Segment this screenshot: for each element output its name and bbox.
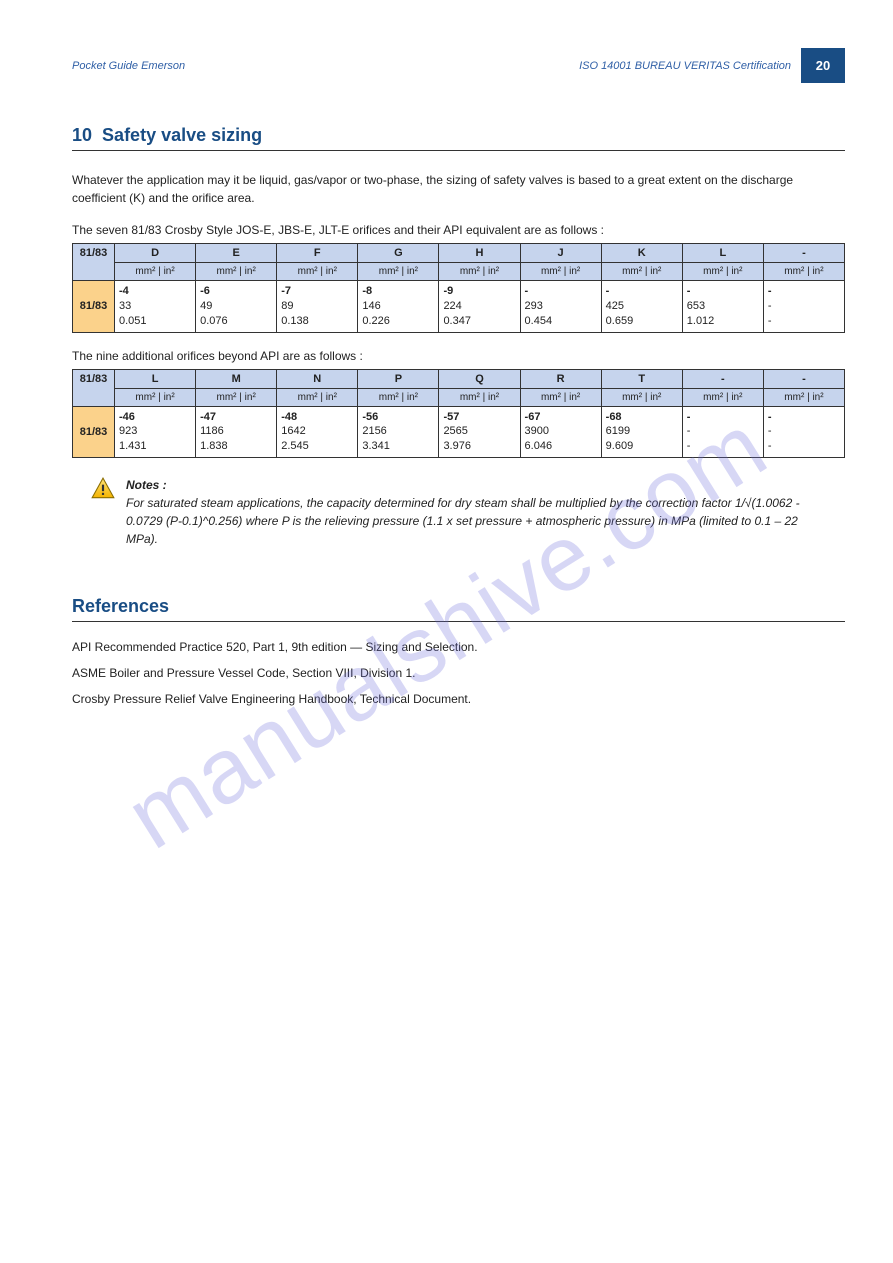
t2-sub: mm² | in² [601,388,682,406]
t2-col-8: - [682,369,763,388]
table2-caption: The nine additional orifices beyond API … [72,349,845,363]
table-cell: --- [682,406,763,458]
note-block: Notes : For saturated steam applications… [90,476,845,548]
reference-line: API Recommended Practice 520, Part 1, 9t… [72,640,845,654]
t2-sub: mm² | in² [439,388,520,406]
table-cell: -81460.226 [358,281,439,333]
intro-paragraph: Whatever the application may it be liqui… [72,171,845,207]
t1-sub: mm² | in² [358,263,439,281]
t2-sub: mm² | in² [196,388,277,406]
note-body: For saturated steam applications, the ca… [126,496,800,546]
t1-col-4: G [358,244,439,263]
table-cell: -4330.051 [115,281,196,333]
t1-col-5: H [439,244,520,263]
reference-line: ASME Boiler and Pressure Vessel Code, Se… [72,666,845,680]
page-number-tab: 20 [801,48,845,83]
table-cell: -6739006.046 [520,406,601,458]
t1-sub: mm² | in² [439,263,520,281]
t1-sub: mm² | in² [682,263,763,281]
table-cell: --- [763,281,844,333]
t1-col-2: E [196,244,277,263]
note-text: Notes : For saturated steam applications… [126,476,816,548]
t1-col-6: J [520,244,601,263]
t2-sub: mm² | in² [520,388,601,406]
references-title: References [72,596,845,617]
t2-sub: mm² | in² [763,388,844,406]
t1-sub: mm² | in² [601,263,682,281]
t2-col-7: T [601,369,682,388]
section-number: 10 [72,125,92,145]
t2-row-header: 81/83 [73,406,115,458]
table-cell: -5725653.976 [439,406,520,458]
table-cell: -2930.454 [520,281,601,333]
header-right-group: ISO 14001 BUREAU VERITAS Certification 2… [579,48,845,83]
table-cell: -469231.431 [115,406,196,458]
t1-sub: mm² | in² [115,263,196,281]
t1-col-8: L [682,244,763,263]
t1-col-1: D [115,244,196,263]
t2-col-1: L [115,369,196,388]
reference-line: Crosby Pressure Relief Valve Engineering… [72,692,845,706]
table-cell: -6531.012 [682,281,763,333]
table-cell: -4250.659 [601,281,682,333]
t2-col-6: R [520,369,601,388]
t1-sub: mm² | in² [520,263,601,281]
t2-col-3: N [277,369,358,388]
section-divider [72,150,845,151]
orifice-table-1: 81/83 D E F G H J K L - mm² | in² mm² | … [72,243,845,333]
t1-col-0: 81/83 [73,244,115,281]
table-cell: -7890.138 [277,281,358,333]
t2-sub: mm² | in² [682,388,763,406]
table-cell: -4816422.545 [277,406,358,458]
table-cell: -6861999.609 [601,406,682,458]
warning-icon [90,476,116,502]
table-cell: -92240.347 [439,281,520,333]
t1-col-9: - [763,244,844,263]
t2-col-5: Q [439,369,520,388]
references-divider [72,621,845,622]
t2-col-2: M [196,369,277,388]
t1-sub: mm² | in² [763,263,844,281]
header-subject: Pocket Guide Emerson [72,60,185,72]
t2-col-0: 81/83 [73,369,115,406]
table-cell: -6490.076 [196,281,277,333]
section-title: 10 Safety valve sizing [72,125,845,146]
t1-row-header: 81/83 [73,281,115,333]
t2-sub: mm² | in² [115,388,196,406]
t2-col-4: P [358,369,439,388]
page-header: Pocket Guide Emerson ISO 14001 BUREAU VE… [72,48,845,89]
table-cell: --- [763,406,844,458]
t2-col-9: - [763,369,844,388]
note-heading: Notes : [126,478,167,492]
t2-sub: mm² | in² [277,388,358,406]
t1-col-7: K [601,244,682,263]
iso-badge-text: ISO 14001 BUREAU VERITAS Certification [579,60,791,72]
orifice-table-2: 81/83 L M N P Q R T - - mm² | in² mm² | … [72,369,845,459]
t1-col-3: F [277,244,358,263]
t2-sub: mm² | in² [358,388,439,406]
table-cell: -5621563.341 [358,406,439,458]
page-container: Pocket Guide Emerson ISO 14001 BUREAU VE… [0,0,893,1263]
table1-caption: The seven 81/83 Crosby Style JOS-E, JBS-… [72,223,845,237]
section-title-text: Safety valve sizing [102,125,262,145]
t1-sub: mm² | in² [196,263,277,281]
table-cell: -4711861.838 [196,406,277,458]
t1-sub: mm² | in² [277,263,358,281]
